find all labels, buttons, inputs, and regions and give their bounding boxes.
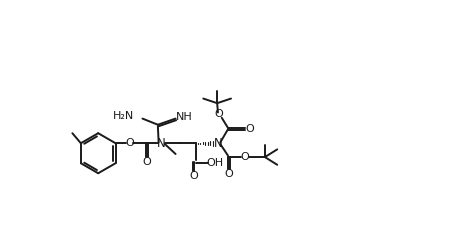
Text: N: N	[214, 137, 222, 150]
Text: O: O	[224, 169, 233, 179]
Text: NH: NH	[175, 112, 192, 122]
Text: N: N	[157, 137, 166, 150]
Text: O: O	[125, 138, 133, 148]
Text: O: O	[245, 124, 253, 134]
Text: O: O	[240, 152, 249, 162]
Text: O: O	[142, 157, 151, 167]
Text: OH: OH	[206, 158, 223, 168]
Text: O: O	[214, 109, 222, 119]
Text: H₂N: H₂N	[112, 111, 134, 121]
Text: O: O	[188, 170, 197, 181]
